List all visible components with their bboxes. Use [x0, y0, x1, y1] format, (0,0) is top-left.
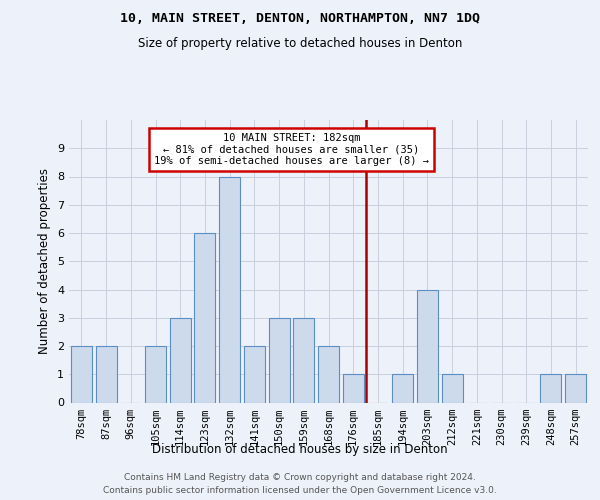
Bar — [565, 374, 586, 402]
Y-axis label: Number of detached properties: Number of detached properties — [38, 168, 52, 354]
Bar — [145, 346, 166, 403]
Text: Contains HM Land Registry data © Crown copyright and database right 2024.: Contains HM Land Registry data © Crown c… — [124, 472, 476, 482]
Bar — [293, 318, 314, 402]
Bar — [442, 374, 463, 402]
Text: Contains public sector information licensed under the Open Government Licence v3: Contains public sector information licen… — [103, 486, 497, 495]
Text: Size of property relative to detached houses in Denton: Size of property relative to detached ho… — [138, 38, 462, 51]
Bar — [417, 290, 438, 403]
Bar — [541, 374, 562, 402]
Bar — [244, 346, 265, 403]
Text: Distribution of detached houses by size in Denton: Distribution of detached houses by size … — [152, 442, 448, 456]
Bar — [392, 374, 413, 402]
Text: 10 MAIN STREET: 182sqm
← 81% of detached houses are smaller (35)
19% of semi-det: 10 MAIN STREET: 182sqm ← 81% of detached… — [154, 132, 429, 166]
Bar — [269, 318, 290, 402]
Bar — [170, 318, 191, 402]
Bar — [194, 233, 215, 402]
Bar — [219, 176, 240, 402]
Bar — [318, 346, 339, 403]
Bar — [71, 346, 92, 403]
Text: 10, MAIN STREET, DENTON, NORTHAMPTON, NN7 1DQ: 10, MAIN STREET, DENTON, NORTHAMPTON, NN… — [120, 12, 480, 26]
Bar — [343, 374, 364, 402]
Bar — [95, 346, 116, 403]
